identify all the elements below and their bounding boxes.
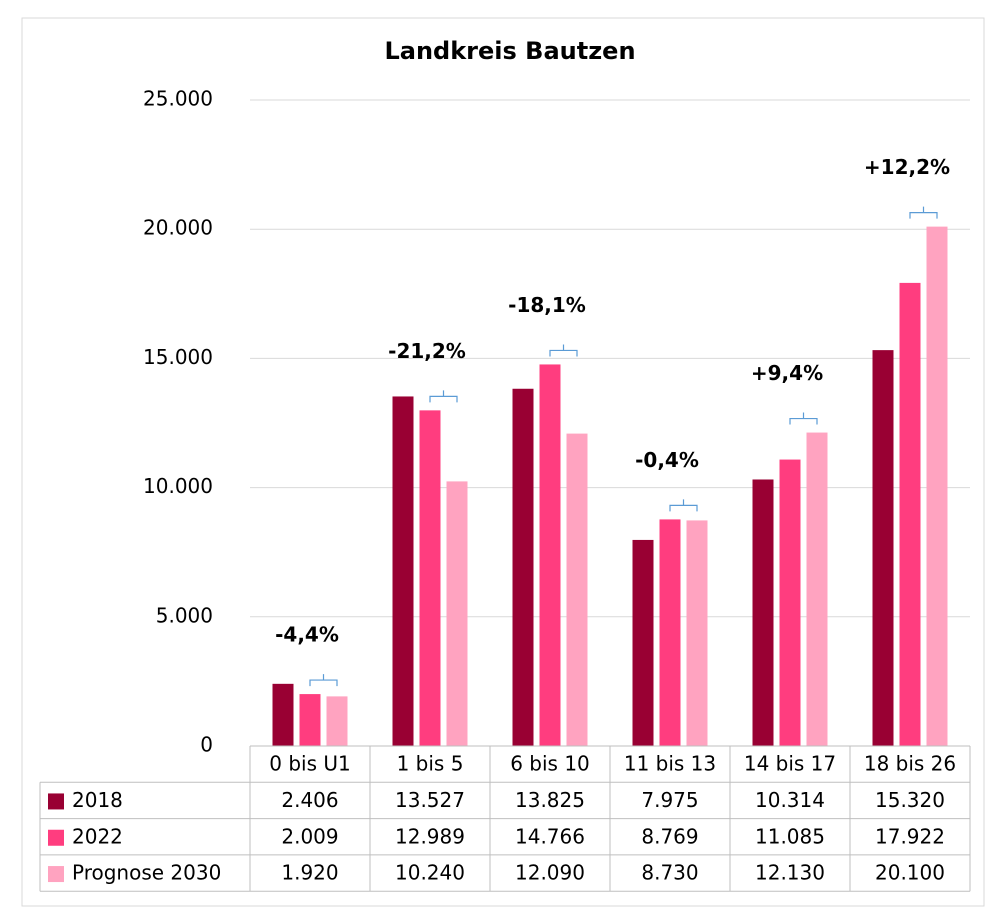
table-value: 12.090 xyxy=(515,861,585,885)
bar xyxy=(899,282,921,746)
y-tick-label: 0 xyxy=(200,733,213,757)
bar xyxy=(926,226,948,747)
bar xyxy=(539,364,561,746)
chart-title: Landkreis Bautzen xyxy=(384,37,635,65)
annotation: -18,1% xyxy=(508,293,586,317)
bar xyxy=(806,432,828,746)
bracket xyxy=(789,412,818,425)
bar xyxy=(446,481,468,746)
x-tick-label: 6 bis 10 xyxy=(510,752,590,776)
table-value: 20.100 xyxy=(875,861,945,885)
table-value: 15.320 xyxy=(875,788,945,812)
table-value: 7.975 xyxy=(641,788,698,812)
annotation: -21,2% xyxy=(388,339,466,363)
legend-swatch xyxy=(48,793,64,810)
y-tick-label: 10.000 xyxy=(143,474,213,498)
bar xyxy=(779,459,801,746)
table-value: 1.920 xyxy=(281,861,338,885)
legend-label: 2018 xyxy=(72,788,123,812)
table-value: 8.730 xyxy=(641,861,698,885)
annotation: +9,4% xyxy=(751,361,823,385)
table-value: 11.085 xyxy=(755,824,825,848)
legend-label: 2022 xyxy=(72,824,123,848)
table-value: 10.240 xyxy=(395,861,465,885)
bar xyxy=(659,519,681,746)
bracket xyxy=(309,674,338,687)
x-tick-label: 14 bis 17 xyxy=(744,752,836,776)
x-tick-label: 0 bis U1 xyxy=(269,752,350,776)
bracket xyxy=(669,499,698,512)
annotation: -0,4% xyxy=(635,448,699,472)
bar xyxy=(512,388,534,746)
x-tick-label: 11 bis 13 xyxy=(624,752,716,776)
table-value: 14.766 xyxy=(515,824,585,848)
bar xyxy=(872,350,894,746)
table-value: 2.009 xyxy=(281,824,338,848)
bracket xyxy=(909,206,938,219)
y-tick-label: 20.000 xyxy=(143,216,213,240)
bar xyxy=(752,479,774,746)
chart-frame xyxy=(21,17,985,907)
bar xyxy=(392,396,414,746)
table-value: 8.769 xyxy=(641,824,698,848)
bracket xyxy=(429,390,458,403)
legend-swatch xyxy=(48,866,64,883)
bracket xyxy=(549,344,578,357)
table-value: 13.825 xyxy=(515,788,585,812)
legend-label: Prognose 2030 xyxy=(72,861,221,885)
y-tick-label: 15.000 xyxy=(143,345,213,369)
bar xyxy=(566,433,588,746)
bar xyxy=(686,520,708,746)
table-value: 10.314 xyxy=(755,788,825,812)
bar xyxy=(419,410,441,746)
bar xyxy=(272,683,294,746)
x-tick-label: 1 bis 5 xyxy=(397,752,464,776)
x-tick-label: 18 bis 26 xyxy=(864,752,956,776)
annotation: -4,4% xyxy=(275,623,339,647)
bar xyxy=(299,694,321,746)
annotation: +12,2% xyxy=(864,155,950,179)
table-value: 2.406 xyxy=(281,788,338,812)
table-value: 12.989 xyxy=(395,824,465,848)
bar xyxy=(632,539,654,746)
y-tick-label: 25.000 xyxy=(143,87,213,111)
table-value: 17.922 xyxy=(875,824,945,848)
y-tick-label: 5.000 xyxy=(156,603,213,627)
bar xyxy=(326,696,348,746)
legend-swatch xyxy=(48,829,64,846)
table-value: 13.527 xyxy=(395,788,465,812)
table-value: 12.130 xyxy=(755,861,825,885)
